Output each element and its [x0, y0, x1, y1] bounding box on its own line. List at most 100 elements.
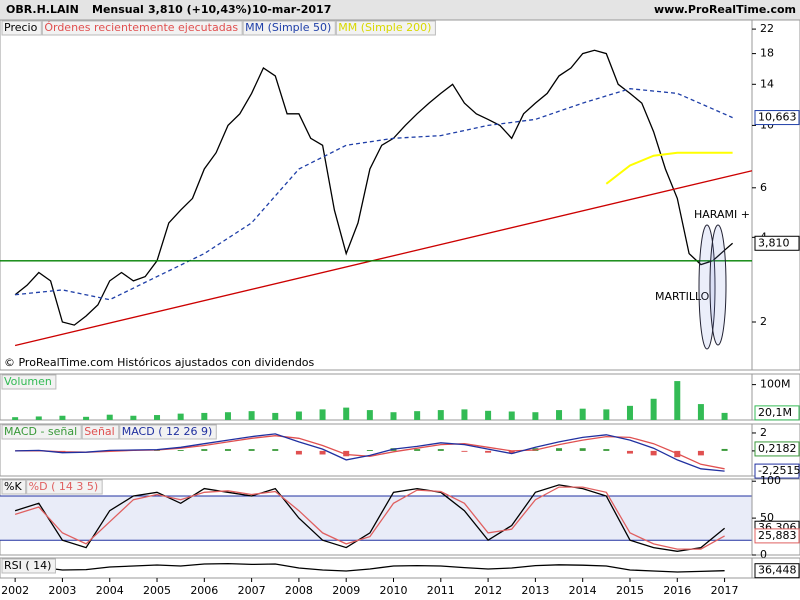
bar [154, 415, 161, 420]
legend-box [1, 558, 56, 574]
legend-box [81, 424, 120, 440]
end-label-box [754, 463, 800, 479]
bar [248, 449, 255, 451]
legend-box [335, 20, 436, 36]
bar [721, 412, 728, 420]
highlight [709, 224, 727, 346]
legend-entry: MM (Simple 200) [338, 21, 431, 34]
bar [461, 450, 468, 452]
bar [674, 381, 681, 420]
bar [508, 411, 515, 420]
series-line [14, 486, 725, 550]
bar [201, 449, 208, 451]
bar [556, 410, 563, 420]
y-tick-label: 18 [760, 47, 774, 60]
bar [12, 417, 19, 420]
legend-box [242, 20, 336, 36]
series-line [14, 170, 753, 347]
x-tick-label: 2014 [569, 584, 597, 597]
x-tick-label: 2002 [1, 584, 29, 597]
y-tick-label: 100 [760, 474, 781, 487]
bar [603, 409, 610, 420]
legend-box [1, 479, 27, 495]
legend-box [26, 479, 103, 495]
legend-entry: Señal [84, 425, 115, 438]
y-tick-label: 6 [760, 181, 767, 194]
bar [224, 412, 231, 420]
annotation: HARAMI + [694, 208, 750, 221]
bar [437, 410, 444, 420]
x-tick-label: 2004 [96, 584, 124, 597]
legend-box [1, 20, 42, 36]
series-line [15, 433, 725, 472]
bar [130, 415, 137, 420]
bar [579, 408, 586, 420]
end-label: -2,2515 [758, 464, 800, 477]
x-tick-label: 2006 [190, 584, 218, 597]
series-line [14, 49, 734, 326]
end-label: 20,1M [758, 406, 792, 419]
bar [106, 414, 113, 420]
bar [83, 416, 90, 420]
axis-area [751, 19, 800, 371]
bar [579, 448, 586, 451]
legend-entry: MACD ( 12 26 9) [122, 425, 213, 438]
bar [248, 411, 255, 420]
bar [414, 449, 421, 451]
bar [295, 411, 302, 420]
bar [697, 404, 704, 420]
end-label-box [754, 441, 800, 457]
bar [35, 416, 42, 420]
y-tick-label: 14 [760, 77, 774, 90]
y-tick-label: 2 [760, 426, 767, 439]
bar [508, 450, 515, 454]
header-bar [0, 0, 800, 20]
bar [390, 412, 397, 420]
bar [272, 412, 279, 420]
bar [59, 415, 66, 420]
y-tick-label: 2 [760, 315, 767, 328]
legend-entry: Volumen [4, 375, 52, 388]
bar [626, 405, 633, 420]
legend-entry: MACD - señal [4, 425, 77, 438]
bar [650, 398, 657, 420]
y-tick-label: 100M [760, 378, 791, 391]
bar [532, 412, 539, 420]
legend-entry: Órdenes recientemente ejecutadas [44, 21, 238, 34]
legend-box [41, 20, 243, 36]
end-label-box [754, 235, 800, 251]
date: 10-mar-2017 [252, 3, 331, 16]
bar [414, 411, 421, 420]
bar [461, 409, 468, 420]
note: © ProRealTime.com Históricos ajustados c… [4, 356, 315, 369]
bar [295, 450, 302, 455]
x-tick-label: 2013 [521, 584, 549, 597]
series-line [14, 484, 726, 552]
end-label: 3,810 [758, 236, 790, 249]
legend-entry: %K [4, 480, 22, 493]
bar [343, 407, 350, 420]
end-label: 0,2182 [758, 442, 797, 455]
legend-entry: Precio [4, 21, 38, 34]
site: www.ProRealTime.com [654, 3, 796, 16]
annotation: MARTILLO [655, 290, 710, 303]
series-line [15, 562, 725, 573]
bar [437, 449, 444, 451]
x-tick-label: 2005 [143, 584, 171, 597]
x-tick-label: 2016 [663, 584, 691, 597]
bar [556, 448, 563, 451]
x-tick-label: 2009 [332, 584, 360, 597]
bar [721, 448, 728, 451]
legend-entry: %D ( 14 3 5) [29, 480, 99, 493]
x-tick-label: 2007 [238, 584, 266, 597]
bar [224, 449, 231, 451]
bar [319, 450, 326, 455]
bar [485, 450, 492, 453]
y-tick-label: 22 [760, 22, 774, 35]
legend-box [1, 374, 57, 390]
end-label: 10,663 [758, 111, 797, 124]
bar [272, 449, 279, 451]
bar [366, 450, 373, 451]
y-tick-label: 0 [760, 548, 767, 561]
